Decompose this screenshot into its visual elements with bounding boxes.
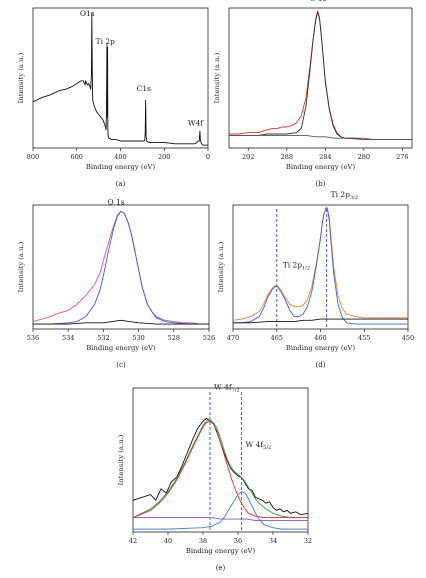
x-axis-label: Binding energy (eV) [286, 163, 356, 171]
series-line [132, 417, 309, 516]
peak-annotation-subscript: 7/2 [232, 387, 240, 393]
x-tick-label: 536 [27, 334, 39, 342]
panel-label: (c) [116, 361, 126, 369]
peak-annotation: C1s [137, 84, 152, 93]
panel-c: 536 534 532 530 528 526 Binding energy (eV) Int… [17, 198, 215, 369]
peak-annotation: O 1s [107, 198, 124, 207]
x-tick-label: 288 [281, 153, 293, 161]
x-tick-label: 528 [168, 334, 180, 342]
series-line [33, 319, 209, 325]
x-axis-label: Binding energy (eV) [86, 344, 156, 352]
x-tick-label: 42 [129, 537, 137, 545]
peak-annotation-text: O1s [80, 9, 95, 18]
x-tick-label: 0 [206, 153, 210, 161]
series-line [32, 13, 208, 146]
x-tick-label: 34 [269, 537, 277, 545]
y-axis-label: Intensity (a.u.) [213, 52, 221, 103]
y-axis-label: Intensity (a.u.) [117, 434, 125, 485]
peak-annotation: W 4f7/2 [214, 382, 240, 393]
peak-annotation-subscript: 1/2 [302, 266, 310, 272]
x-tick-label: 200 [158, 153, 170, 161]
x-tick-label: 40 [164, 537, 172, 545]
y-axis-label: Intensity (a.u.) [17, 52, 25, 103]
x-tick-label: 32 [304, 537, 312, 545]
panel-label: (d) [316, 361, 326, 369]
peak-annotation-text: C1s [137, 84, 152, 93]
plot-frame [32, 204, 210, 330]
x-axis-label: Binding energy (eV) [286, 344, 356, 352]
peak-annotation-text: W 4f [214, 382, 233, 391]
panel-b: 292 288 284 280 276 Binding energy (eV) Intens… [213, 0, 413, 188]
series-line [32, 210, 209, 325]
panel-d: 470 465 460 455 450 Binding energy (eV) Intens… [217, 190, 414, 369]
peak-annotation: C 1s [310, 0, 327, 3]
x-tick-label: 455 [358, 334, 370, 342]
panel-label: (e) [216, 564, 226, 572]
series-line [33, 210, 209, 325]
y-axis-label: Intensity (a.u.) [17, 241, 25, 292]
series-line [229, 10, 412, 141]
peak-annotation-text: Ti 2p [96, 37, 116, 46]
series-line [229, 134, 412, 141]
series-line [233, 207, 408, 325]
peak-annotation: O1s [80, 9, 95, 18]
series-line [132, 420, 308, 519]
x-tick-label: 534 [62, 334, 74, 342]
x-tick-label: 465 [271, 334, 283, 342]
x-tick-label: 38 [199, 537, 207, 545]
x-tick-label: 460 [314, 334, 326, 342]
series-line [229, 11, 412, 141]
peak-annotation: W4f [188, 118, 204, 127]
peak-annotation: Ti 2p [96, 37, 116, 46]
x-tick-label: 280 [358, 153, 370, 161]
series-line [232, 207, 408, 321]
x-tick-label: 530 [132, 334, 144, 342]
x-tick-label: 600 [71, 153, 83, 161]
plot-frame [32, 7, 209, 149]
x-tick-label: 284 [319, 153, 331, 161]
x-tick-label: 450 [402, 334, 414, 342]
plot-frame [132, 387, 309, 533]
x-tick-label: 526 [203, 334, 215, 342]
panel-label: (a) [116, 180, 126, 188]
x-axis-label: Binding energy (eV) [186, 547, 256, 555]
peak-annotation-subscript: 5/2 [263, 445, 271, 451]
peak-annotation-text: Ti 2p [331, 190, 351, 199]
panel-e: 42 40 38 36 34 32 Binding energy (eV) Intensity… [117, 382, 312, 572]
series-line [133, 491, 308, 530]
peak-annotation-subscript: 3/2 [350, 195, 358, 201]
x-tick-label: 400 [114, 153, 126, 161]
series-line [132, 419, 308, 519]
peak-annotation: Ti 2p3/2 [331, 190, 358, 201]
series-line [133, 517, 308, 521]
x-tick-label: 532 [97, 334, 109, 342]
panel-label: (b) [316, 180, 326, 188]
y-axis-label: Intensity (a.u.) [217, 241, 225, 292]
peak-annotation-text: O 1s [107, 198, 124, 207]
x-tick-label: 276 [396, 153, 408, 161]
peak-annotation: W 4f5/2 [246, 440, 272, 451]
x-axis-label: Binding energy (eV) [86, 163, 156, 171]
x-tick-label: 292 [242, 153, 254, 161]
peak-annotation: Ti 2p1/2 [283, 261, 310, 272]
peak-annotation-text: Ti 2p [283, 261, 303, 270]
peak-annotation-text: W 4f [246, 440, 265, 449]
plot-frame [232, 204, 409, 330]
x-tick-label: 800 [27, 153, 39, 161]
x-tick-label: 36 [234, 537, 242, 545]
plot-frame [228, 7, 413, 149]
panel-a: 800 600 400 200 0 Binding energy (eV) Intensit… [17, 7, 210, 188]
series-line [233, 318, 408, 324]
peak-annotation-text: C 1s [310, 0, 327, 3]
peak-annotation-text: W4f [188, 118, 204, 127]
x-tick-label: 470 [227, 334, 239, 342]
